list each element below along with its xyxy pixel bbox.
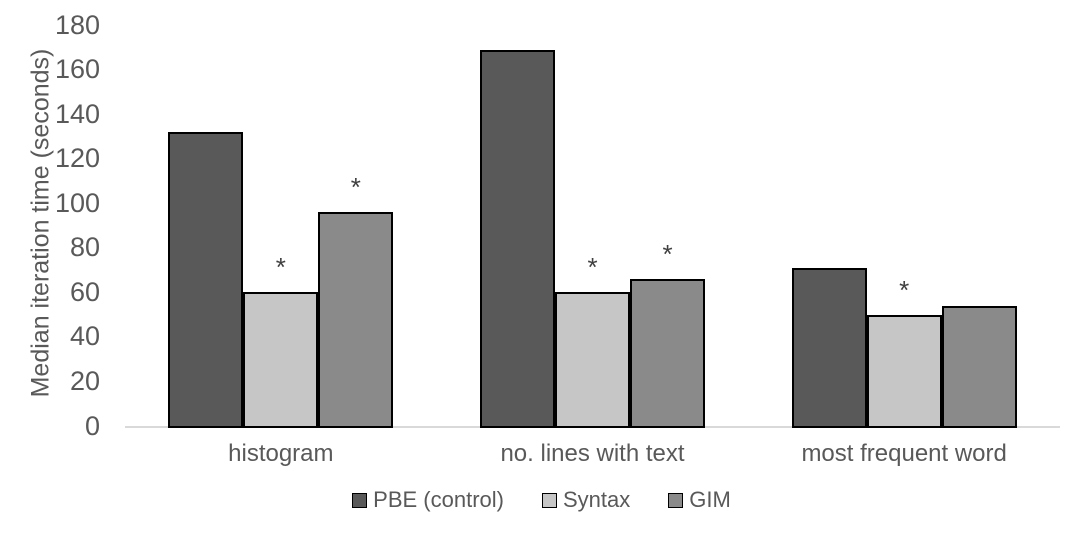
y-tick-label-160: 160 <box>54 54 100 85</box>
legend: PBE (control) Syntax GIM <box>0 487 1083 513</box>
legend-label-syntax: Syntax <box>563 487 631 512</box>
bar-syntax-no-lines-with-text <box>555 292 630 428</box>
significance-marker-syntax-no-lines-with-text: * <box>587 252 598 283</box>
y-tick-label-180: 180 <box>54 9 100 40</box>
legend-label-pbe-control: PBE (control) <box>373 487 504 512</box>
x-category-label-most-frequent-word: most frequent word <box>801 440 1007 467</box>
bar-pbe-control-most-frequent-word <box>791 267 867 428</box>
y-tick-label-60: 60 <box>69 276 100 307</box>
legend-label-gim: GIM <box>689 487 731 512</box>
legend-item-syntax: Syntax <box>542 487 630 513</box>
y-tick-label-100: 100 <box>54 187 100 218</box>
bar-pbe-control-no-lines-with-text <box>480 49 555 428</box>
bar-gim-most-frequent-word <box>941 305 1017 428</box>
x-category-label-no-lines-with-text: no. lines with text <box>500 440 685 467</box>
legend-swatch-gim <box>668 492 684 508</box>
bar-gim-no-lines-with-text <box>630 278 705 428</box>
legend-swatch-pbe-control <box>352 492 368 508</box>
significance-marker-gim-histogram: * <box>350 172 361 203</box>
y-tick-label-120: 120 <box>54 143 100 174</box>
y-tick-label-140: 140 <box>54 98 100 129</box>
y-tick-label-80: 80 <box>69 232 100 263</box>
significance-marker-syntax-histogram: * <box>275 252 286 283</box>
legend-swatch-syntax <box>542 492 557 508</box>
bar-gim-histogram <box>318 212 394 428</box>
x-category-label-histogram: histogram <box>228 440 334 467</box>
y-tick-label-0: 0 <box>84 410 100 441</box>
bar-syntax-histogram <box>243 292 319 428</box>
y-tick-label-20: 20 <box>69 365 100 396</box>
bar-pbe-control-histogram <box>168 131 244 428</box>
bar-syntax-most-frequent-word <box>866 314 942 428</box>
significance-marker-syntax-most-frequent-word: * <box>899 274 910 305</box>
significance-marker-gim-no-lines-with-text: * <box>662 238 673 269</box>
legend-item-pbe-control: PBE (control) <box>352 487 504 513</box>
y-tick-label-40: 40 <box>69 321 100 352</box>
legend-item-gim: GIM <box>668 487 731 513</box>
